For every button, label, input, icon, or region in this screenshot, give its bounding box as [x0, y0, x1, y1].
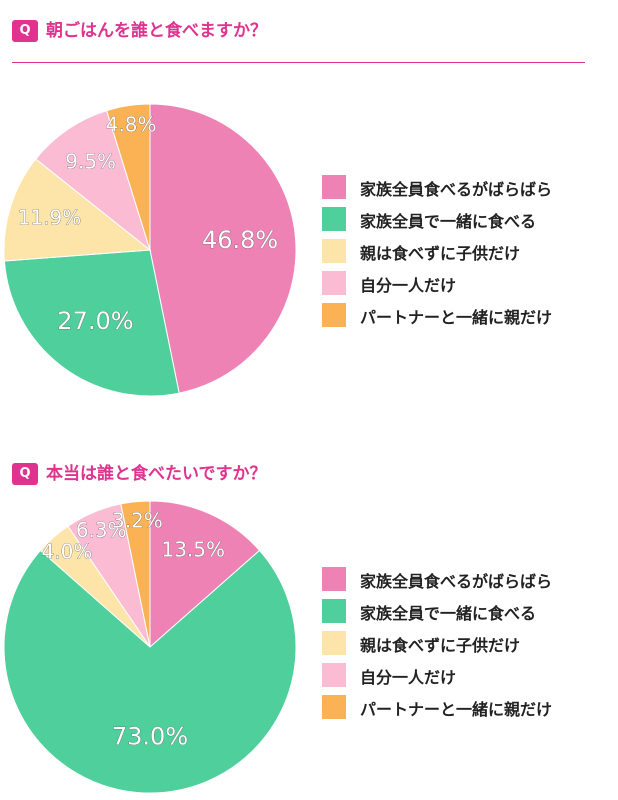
- legend-swatch: [322, 239, 346, 263]
- legend-swatch: [322, 207, 346, 231]
- pie-slice: [106, 103, 151, 251]
- legend-swatch: [322, 303, 346, 327]
- pie-chart-2: 13.5% 73.0% 4.0%6.3%3.2%: [3, 500, 297, 794]
- legend-swatch: [322, 695, 346, 719]
- pie-slice: [3, 249, 180, 397]
- legend-label: 家族全員食べるがばらばら: [360, 572, 553, 591]
- slice-value-label: 11.9%: [18, 206, 82, 230]
- legend-label: パートナーと一緒に親だけ: [360, 700, 553, 719]
- pie-slice: [35, 109, 151, 252]
- pie-chart-1: 46.8% 27.0% 11.9% 9.5% 4.8%: [3, 103, 297, 397]
- question-1-section: Q 朝ごはんを誰と食べますか？ 46.8% 27.0% 11.9% 9.5% 4.8% …: [3, 20, 585, 397]
- legend-label: 親は食べずに子供だけ: [360, 636, 521, 655]
- slice-value-label: 4.0%: [42, 539, 93, 563]
- slice-value-label: 6.3%: [76, 518, 127, 542]
- legend-swatch: [322, 271, 346, 295]
- pie-slice: [149, 103, 297, 394]
- slice-value-label: 9.5%: [65, 150, 116, 174]
- legend-swatch: [322, 663, 346, 687]
- pie-slice: [149, 500, 261, 649]
- legend-swatch: [322, 567, 346, 591]
- question-1-title: 朝ごはんを誰と食べますか？: [46, 21, 267, 41]
- slice-value-label: 73.0%: [112, 723, 188, 751]
- slice-value-label: 3.2%: [112, 509, 163, 533]
- legend-swatch: [322, 599, 346, 623]
- slice-value-label: 27.0%: [57, 307, 133, 335]
- slice-value-label: 4.8%: [106, 112, 157, 136]
- legend-label: 家族全員食べるがばらばら: [360, 180, 553, 199]
- pie-slice: [3, 158, 152, 262]
- slice-value-label: 13.5%: [161, 538, 225, 562]
- legend-label: 家族全員で一緒に食べる: [360, 212, 537, 231]
- legend-label: 親は食べずに子供だけ: [360, 244, 521, 263]
- question-badge: Q: [12, 463, 38, 485]
- legend-label: 自分一人だけ: [360, 668, 457, 687]
- header-divider: [12, 62, 585, 63]
- slice-value-label: 46.8%: [202, 226, 278, 254]
- legend-label: パートナーと一緒に親だけ: [360, 308, 553, 327]
- pie-slice: [3, 549, 297, 794]
- legend-label: 家族全員で一緒に食べる: [360, 604, 537, 623]
- question-2-title: 本当は誰と食べたいですか？: [46, 464, 267, 484]
- legend-swatch: [322, 631, 346, 655]
- question-badge: Q: [12, 20, 38, 42]
- legend-label: 自分一人だけ: [360, 276, 457, 295]
- pie-slice: [120, 500, 151, 648]
- question-2-section: Q 本当は誰と食べたいですか？ 13.5% 73.0% 4.0% 6.3% 3.2% 家…: [0, 455, 618, 800]
- legend-swatch: [322, 175, 346, 199]
